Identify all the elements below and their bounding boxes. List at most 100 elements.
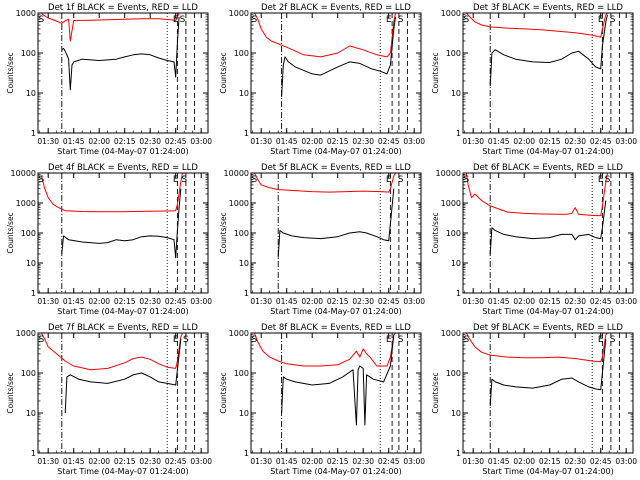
plot-title: Det 8f BLACK = Events, RED = LLD bbox=[261, 323, 411, 333]
y-tick-label: 100 bbox=[234, 49, 249, 58]
x-tick-label: 02:30 bbox=[564, 137, 586, 146]
y-axis-label: Counts/sec bbox=[431, 212, 440, 253]
x-tick-label: 03:00 bbox=[615, 457, 637, 466]
x-tick-label: 02:45 bbox=[165, 297, 187, 306]
y-axis-label: Counts/sec bbox=[6, 372, 15, 413]
time-marker-label: S bbox=[39, 15, 45, 25]
x-tick-label: 02:30 bbox=[352, 297, 374, 306]
events-series-line bbox=[64, 339, 182, 414]
y-tick-label: 10 bbox=[26, 89, 36, 98]
x-tick-label: 03:00 bbox=[190, 457, 212, 466]
x-axis-label: Start Time (04-May-07 01:24:00) bbox=[482, 147, 613, 156]
y-tick-label: 1 bbox=[244, 129, 249, 138]
x-axis-label: Start Time (04-May-07 01:24:00) bbox=[270, 467, 401, 476]
x-tick-label: 02:15 bbox=[539, 297, 561, 306]
time-marker-label: S bbox=[252, 175, 258, 185]
lld-series-line bbox=[41, 12, 181, 42]
time-marker-label: E bbox=[598, 335, 604, 345]
time-marker-label: S bbox=[398, 335, 404, 345]
x-axis-label: Start Time (04-May-07 01:24:00) bbox=[482, 307, 613, 316]
x-tick-label: 03:00 bbox=[615, 297, 637, 306]
x-tick-label: 02:45 bbox=[165, 457, 187, 466]
time-marker-label: E bbox=[173, 335, 179, 345]
x-tick-label: 01:45 bbox=[63, 137, 85, 146]
plot-frame bbox=[250, 172, 422, 294]
x-tick-label: 02:30 bbox=[139, 457, 161, 466]
x-axis-label: Start Time (04-May-07 01:24:00) bbox=[482, 467, 613, 476]
y-tick-label: 10 bbox=[26, 259, 36, 268]
events-series-line bbox=[489, 339, 607, 407]
y-tick-label: 1000 bbox=[441, 199, 461, 208]
y-tick-label: 10000 bbox=[224, 169, 249, 178]
lld-series-line bbox=[40, 332, 183, 371]
events-series-line bbox=[61, 16, 180, 91]
time-marker-label: S bbox=[610, 15, 616, 25]
plot-title: Det 3f BLACK = Events, RED = LLD bbox=[473, 3, 623, 13]
time-marker-label: E bbox=[173, 175, 179, 185]
y-tick-label: 1 bbox=[456, 129, 461, 138]
time-marker-label: S bbox=[252, 15, 258, 25]
time-marker-label: S bbox=[610, 335, 616, 345]
y-tick-label: 1000 bbox=[441, 329, 461, 338]
time-marker-label: S bbox=[180, 15, 186, 25]
events-series-line bbox=[281, 16, 396, 97]
x-tick-label: 01:30 bbox=[37, 137, 59, 146]
x-axis-label: Start Time (04-May-07 01:24:00) bbox=[270, 147, 401, 156]
detector-plot-9: Det 9f BLACK = Events, RED = LLD 1 10 100 10… bbox=[431, 323, 637, 476]
x-tick-label: 02:15 bbox=[114, 137, 136, 146]
x-tick-label: 02:15 bbox=[539, 137, 561, 146]
time-marker-label: S bbox=[183, 335, 189, 345]
y-tick-label: 10 bbox=[451, 259, 461, 268]
events-series-line bbox=[281, 334, 395, 426]
plot-frame bbox=[462, 12, 634, 134]
plot-title: Det 5f BLACK = Events, RED = LLD bbox=[261, 163, 411, 173]
x-tick-label: 01:30 bbox=[37, 457, 59, 466]
y-axis-label: Counts/sec bbox=[6, 52, 15, 93]
time-marker-label: S bbox=[398, 175, 404, 185]
x-tick-label: 02:45 bbox=[590, 297, 612, 306]
x-tick-label: 01:45 bbox=[63, 297, 85, 306]
time-marker-label: E bbox=[598, 175, 604, 185]
y-tick-label: 1000 bbox=[229, 9, 249, 18]
y-tick-label: 1 bbox=[244, 289, 249, 298]
x-tick-label: 02:00 bbox=[513, 457, 535, 466]
detector-plot-8: Det 8f BLACK = Events, RED = LLD 1 10 100 10… bbox=[219, 323, 425, 476]
plot-frame bbox=[250, 332, 422, 454]
y-tick-label: 10 bbox=[239, 259, 249, 268]
events-series-line bbox=[489, 14, 608, 87]
x-tick-label: 01:30 bbox=[250, 137, 272, 146]
time-marker-label: S bbox=[181, 175, 187, 185]
x-tick-label: 01:45 bbox=[488, 457, 510, 466]
x-tick-label: 02:00 bbox=[301, 457, 323, 466]
x-tick-label: 01:45 bbox=[63, 457, 85, 466]
y-tick-label: 1000 bbox=[441, 9, 461, 18]
time-marker-label: E bbox=[386, 335, 392, 345]
y-tick-label: 1000 bbox=[16, 199, 36, 208]
y-tick-label: 100 bbox=[446, 229, 461, 238]
time-marker-label: E bbox=[386, 175, 392, 185]
y-tick-label: 100 bbox=[446, 49, 461, 58]
x-tick-label: 02:30 bbox=[564, 297, 586, 306]
x-tick-label: 02:00 bbox=[88, 137, 110, 146]
x-tick-label: 01:45 bbox=[276, 137, 298, 146]
lld-series-line bbox=[253, 172, 396, 193]
y-tick-label: 100 bbox=[21, 229, 36, 238]
y-tick-label: 10 bbox=[239, 89, 249, 98]
x-tick-label: 01:30 bbox=[462, 297, 484, 306]
time-marker-label: S bbox=[464, 175, 470, 185]
y-tick-label: 1 bbox=[31, 289, 36, 298]
x-tick-label: 01:45 bbox=[276, 457, 298, 466]
x-tick-label: 02:30 bbox=[139, 137, 161, 146]
x-tick-label: 01:30 bbox=[250, 297, 272, 306]
x-tick-label: 02:45 bbox=[378, 297, 400, 306]
detector-plot-6: Det 6f BLACK = Events, RED = LLD 1 10 100 10… bbox=[431, 163, 637, 316]
plot-title: Det 4f BLACK = Events, RED = LLD bbox=[48, 163, 198, 173]
plot-frame bbox=[37, 332, 209, 454]
lld-series-line bbox=[465, 332, 608, 363]
y-tick-label: 1 bbox=[456, 289, 461, 298]
y-tick-label: 100 bbox=[21, 369, 36, 378]
x-tick-label: 02:15 bbox=[114, 297, 136, 306]
x-tick-label: 01:45 bbox=[276, 297, 298, 306]
x-axis-label: Start Time (04-May-07 01:24:00) bbox=[270, 307, 401, 316]
